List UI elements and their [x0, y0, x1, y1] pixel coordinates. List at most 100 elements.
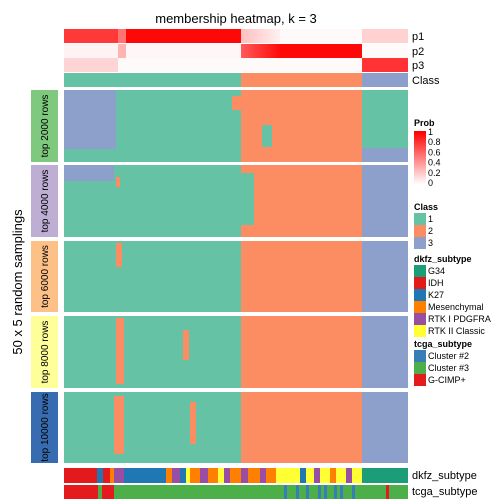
p3-cell [167, 58, 168, 72]
p1-cell [125, 29, 126, 43]
p2-cell [295, 44, 296, 58]
p3-cell [78, 58, 79, 72]
p2-cell [262, 44, 263, 58]
p3-cell [189, 58, 190, 72]
p3-cell [205, 58, 206, 72]
p1-cell [244, 29, 245, 43]
p3-cell [338, 58, 339, 72]
p1-cell [66, 29, 67, 43]
p1-cell [276, 29, 277, 43]
p1-cell [182, 29, 183, 43]
p3-cell [298, 58, 299, 72]
p1-cell [379, 29, 380, 43]
dkfz-legend-label: RTK II Classic [428, 326, 485, 336]
p3-cell [82, 58, 83, 72]
p3-cell [304, 58, 305, 72]
p2-cell [176, 44, 177, 58]
p3-cell [388, 58, 389, 72]
p2-cell [343, 44, 344, 58]
p2-cell [366, 44, 367, 58]
class-cell [362, 73, 408, 87]
p1-cell [212, 29, 213, 43]
p1-cell [405, 29, 406, 43]
p3-cell [355, 58, 356, 72]
p1-cell [191, 29, 192, 43]
p3-cell [98, 58, 99, 72]
p2-cell [166, 44, 167, 58]
p3-cell [158, 58, 159, 72]
p3-cell [170, 58, 171, 72]
dkfz-legend-label: IDH [428, 278, 444, 288]
p2-cell [143, 44, 144, 58]
p1-cell [129, 29, 130, 43]
dkfz-legend-label: RTK I PDGFRA [428, 314, 491, 324]
p3-cell [173, 58, 174, 72]
p2-cell [288, 44, 289, 58]
p3-cell [130, 58, 131, 72]
p3-cell [287, 58, 288, 72]
p1-cell [295, 29, 296, 43]
p2-cell [80, 44, 81, 58]
p3-cell [290, 58, 291, 72]
p1-cell [373, 29, 374, 43]
p3-cell [311, 58, 312, 72]
prob-legend-gradient-row [414, 162, 426, 163]
p2-cell [223, 44, 224, 58]
prob-legend-tick: 0 [428, 178, 433, 188]
p3-cell [176, 58, 177, 72]
prob-legend-gradient-row [414, 142, 426, 143]
p3-cell [240, 58, 241, 72]
p3-cell [79, 58, 80, 72]
p2-cell [200, 44, 201, 58]
p3-cell [284, 58, 285, 72]
p2-cell [122, 44, 123, 58]
p3-cell [285, 58, 286, 72]
p3-cell [111, 58, 112, 72]
p1-cell [388, 29, 389, 43]
p3-cell [198, 58, 199, 72]
class-legend-label: 2 [428, 226, 433, 236]
p3-cell [296, 58, 297, 72]
p1-cell [111, 29, 112, 43]
p1-cell [313, 29, 314, 43]
p2-cell [406, 44, 407, 58]
p3-cell [118, 58, 119, 72]
p3-cell [302, 58, 303, 72]
prob-legend-gradient-row [414, 139, 426, 140]
tcga-subtype-cell [340, 485, 343, 499]
p2-cell [225, 44, 226, 58]
p2-cell [213, 44, 214, 58]
p3-cell [362, 58, 363, 72]
class-1-block [64, 241, 241, 312]
p1-cell [299, 29, 300, 43]
dkfz-subtype-cell [260, 468, 266, 483]
p2-cell [291, 44, 292, 58]
p3-cell [373, 58, 374, 72]
p2-cell [190, 44, 191, 58]
p2-cell [385, 44, 386, 58]
bottom-track-label: tcga_subtype [412, 486, 477, 498]
p2-cell [95, 44, 96, 58]
p2-cell [316, 44, 317, 58]
p1-cell [92, 29, 93, 43]
p1-cell [105, 29, 106, 43]
p2-cell [394, 44, 395, 58]
p1-cell [248, 29, 249, 43]
p2-cell [179, 44, 180, 58]
tcga-subtype-cell [386, 485, 389, 499]
p3-cell [297, 58, 298, 72]
p2-cell [282, 44, 283, 58]
dkfz-subtype-cell [320, 468, 330, 483]
p3-cell [343, 58, 344, 72]
p3-cell [303, 58, 304, 72]
p1-cell [181, 29, 182, 43]
p3-cell [384, 58, 385, 72]
p3-cell [165, 58, 166, 72]
p3-cell [102, 58, 103, 72]
p2-cell [340, 44, 341, 58]
p2-cell [373, 44, 374, 58]
p2-cell [102, 44, 103, 58]
row-group-label: top 8000 rows [40, 321, 51, 384]
p1-cell [204, 29, 205, 43]
p2-cell [293, 44, 294, 58]
